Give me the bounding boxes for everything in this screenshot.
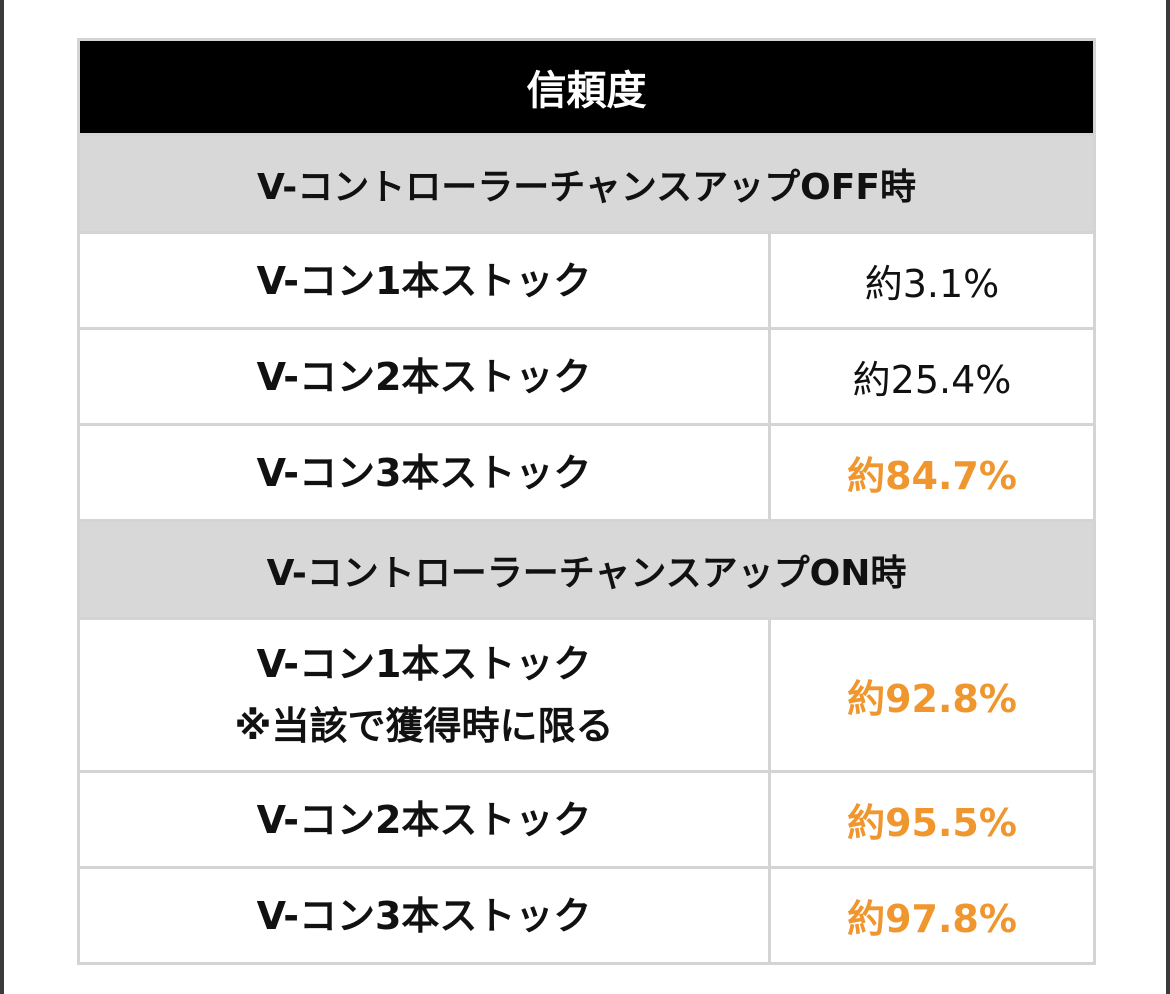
row-label: V-コン1本ストック (77, 231, 771, 330)
row-value: 約3.1% (768, 231, 1096, 330)
section-heading-off: V-コントローラーチャンスアップOFF時 (77, 133, 1096, 234)
window-frame-right (1166, 0, 1170, 994)
row-value-highlight: 約84.7% (768, 423, 1096, 522)
row-label: V-コン3本ストック (77, 866, 771, 965)
row-label-note: ※当該で獲得時に限る (234, 704, 614, 748)
row-value-highlight: 約92.8% (768, 617, 1096, 773)
row-label-main: V-コン1本ストック (256, 642, 592, 686)
table-row: V-コン3本ストック 約84.7% (77, 423, 1096, 522)
table-row: V-コン1本ストック ※当該で獲得時に限る 約92.8% (77, 617, 1096, 773)
section-heading-on: V-コントローラーチャンスアップON時 (77, 519, 1096, 620)
section-header-row: V-コントローラーチャンスアップOFF時 (77, 133, 1096, 234)
row-label: V-コン1本ストック ※当該で獲得時に限る (77, 617, 771, 773)
reliability-table: 信頼度 V-コントローラーチャンスアップOFF時 V-コン1本ストック 約3.1… (77, 38, 1096, 965)
window-frame-left (0, 0, 4, 994)
row-value: 約25.4% (768, 327, 1096, 426)
row-label: V-コン2本ストック (77, 327, 771, 426)
row-value-highlight: 約95.5% (768, 770, 1096, 869)
section-header-row: V-コントローラーチャンスアップON時 (77, 519, 1096, 620)
row-label: V-コン3本ストック (77, 423, 771, 522)
table-row: V-コン2本ストック 約25.4% (77, 327, 1096, 426)
table-row: V-コン2本ストック 約95.5% (77, 770, 1096, 869)
table-row: V-コン1本ストック 約3.1% (77, 231, 1096, 330)
row-value-highlight: 約97.8% (768, 866, 1096, 965)
table-title: 信頼度 (77, 38, 1096, 136)
table-title-row: 信頼度 (77, 38, 1096, 136)
row-label: V-コン2本ストック (77, 770, 771, 869)
table-row: V-コン3本ストック 約97.8% (77, 866, 1096, 965)
